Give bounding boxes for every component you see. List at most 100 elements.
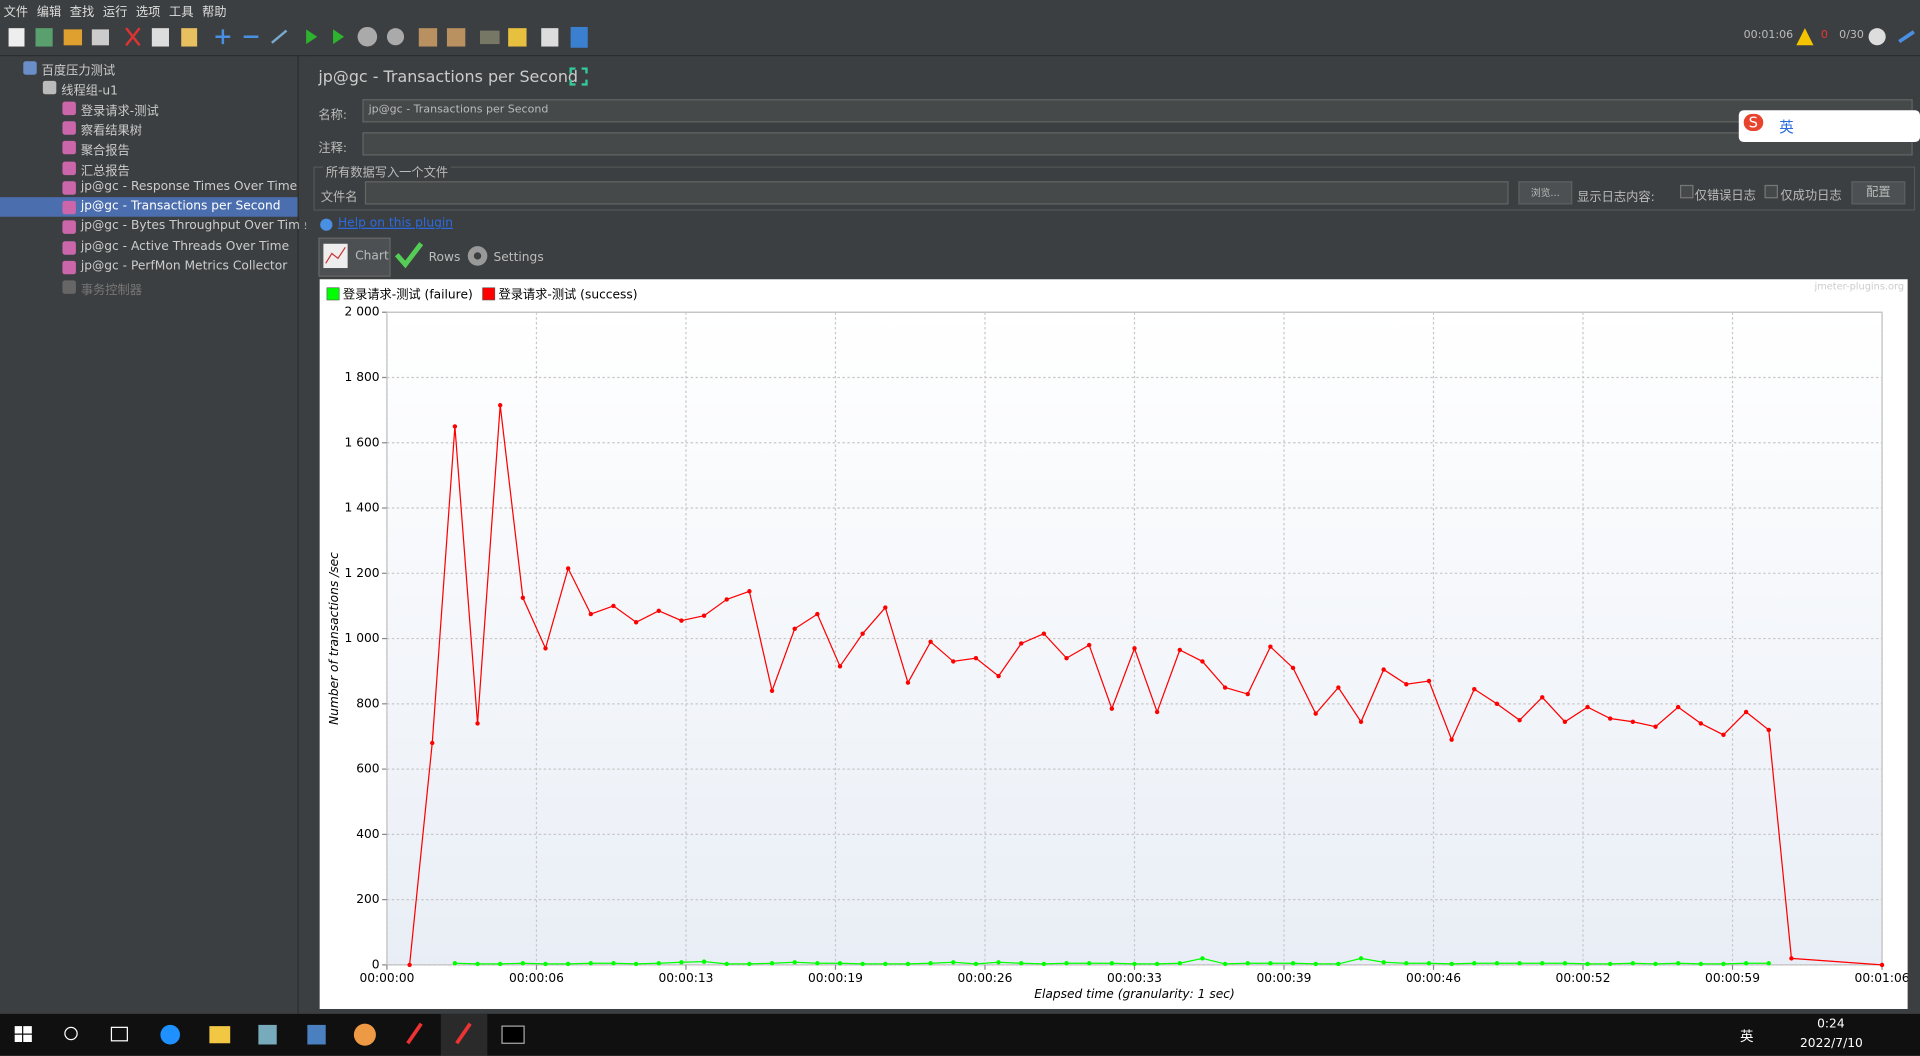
tree-row[interactable]: 察看结果树: [0, 117, 298, 138]
data-point: [1109, 961, 1115, 966]
data-point: [1064, 655, 1069, 661]
browse-button[interactable]: 浏览...: [1518, 181, 1573, 205]
data-point: [1721, 961, 1726, 967]
search-icon[interactable]: [480, 30, 500, 45]
tree-row[interactable]: jp@gc - PerfMon Metrics Collector: [0, 257, 298, 277]
tree-icon: [42, 81, 57, 95]
data-point: [1721, 732, 1726, 738]
stop-icon[interactable]: [357, 26, 378, 47]
settings-tab[interactable]: Settings: [463, 238, 544, 275]
menu-item[interactable]: 文件: [3, 6, 29, 20]
data-point: [1698, 721, 1704, 726]
tree-row[interactable]: 线程组-u1: [0, 78, 298, 98]
data-point: [1630, 961, 1636, 966]
clear-icon[interactable]: [418, 28, 438, 47]
help-icon[interactable]: [570, 26, 588, 48]
paste-icon[interactable]: [181, 28, 198, 47]
data-point: [815, 611, 820, 617]
data-point: [588, 961, 594, 966]
explorer-app[interactable]: [209, 1026, 231, 1044]
chrome-app[interactable]: [353, 1023, 376, 1046]
save-icon[interactable]: [91, 29, 109, 46]
jmeter-app-1[interactable]: [406, 1022, 423, 1045]
expand-icon[interactable]: [215, 29, 231, 45]
comment-input[interactable]: [362, 132, 1913, 156]
errors-checkbox[interactable]: [1680, 184, 1694, 199]
data-point: [1743, 709, 1749, 715]
new-icon[interactable]: [8, 28, 25, 47]
shutdown-icon[interactable]: [386, 28, 405, 46]
menu-item[interactable]: 查找: [69, 6, 95, 20]
tree-row[interactable]: jp@gc - Active Threads Over Time: [0, 237, 298, 257]
clear-all-icon[interactable]: [446, 28, 466, 47]
open-icon[interactable]: [63, 29, 83, 46]
menu-item[interactable]: 编辑: [36, 6, 62, 20]
function-icon[interactable]: [541, 28, 559, 47]
data-point: [792, 960, 797, 965]
chart-tab-label: Chart: [355, 249, 389, 264]
tree-icon: [62, 240, 76, 255]
data-point: [1381, 960, 1386, 965]
splitter[interactable]: [298, 56, 305, 1014]
search-button[interactable]: [64, 1026, 78, 1041]
copy-icon[interactable]: [151, 28, 169, 47]
name-input[interactable]: jp@gc - Transactions per Second: [362, 99, 1913, 123]
menu-item[interactable]: 工具: [168, 6, 194, 20]
tree-row[interactable]: jp@gc - Response Times Over Time: [0, 177, 298, 197]
ime-toolbar[interactable]: S 英: [1738, 110, 1920, 143]
maximize-icon[interactable]: [569, 67, 588, 86]
taskbar-ime[interactable]: 英: [1740, 1028, 1754, 1045]
data-point: [452, 961, 458, 966]
start-icon[interactable]: [306, 29, 318, 45]
tree-label: 汇总报告: [80, 164, 130, 179]
tree-row[interactable]: 百度压力测试: [0, 58, 298, 78]
ie-app[interactable]: [160, 1024, 181, 1045]
tree-row[interactable]: 聚合报告: [0, 137, 298, 158]
help-link[interactable]: Help on this plugin: [337, 216, 454, 231]
errors-only-label: 仅错误日志: [1694, 189, 1756, 204]
success-checkbox[interactable]: [1764, 184, 1778, 199]
tree-row[interactable]: jp@gc - Bytes Throughput Over Time: [0, 217, 308, 237]
data-point: [1585, 961, 1590, 967]
menu-item[interactable]: 运行: [102, 6, 128, 20]
chart-tab[interactable]: Chart: [318, 237, 391, 277]
app-1[interactable]: [258, 1024, 277, 1045]
x-axis-label: Elapsed time (granularity: 1 sec): [1034, 987, 1235, 1001]
data-point: [1245, 691, 1250, 697]
taskbar-icons: [14, 1013, 525, 1056]
menu-item[interactable]: 帮助: [202, 6, 227, 20]
data-point: [1154, 709, 1160, 715]
remote-icons: [1868, 28, 1915, 46]
tree-label: 事务控制器: [80, 284, 143, 298]
data-point: [1653, 961, 1658, 967]
start-no-pause-icon[interactable]: [333, 29, 345, 45]
tree-icon: [62, 121, 76, 135]
tree-icon: [23, 61, 37, 75]
tree-row[interactable]: jp@gc - Transactions per Second: [0, 197, 298, 217]
data-point: [633, 620, 639, 625]
console-app[interactable]: [501, 1025, 525, 1044]
file-input[interactable]: [364, 181, 1509, 205]
jmeter-app-2[interactable]: [455, 1022, 472, 1045]
reset-search-icon[interactable]: [508, 28, 527, 47]
toggle-icon[interactable]: [271, 29, 288, 44]
data-point: [588, 611, 594, 617]
data-point: [1041, 961, 1047, 967]
y-tick-label: 1 600: [345, 435, 380, 449]
data-point: [1132, 646, 1137, 651]
data-point: [1086, 642, 1092, 648]
tree-panel: 百度压力测试 线程组-u1 登录请求-测试 察看结果树 聚合报告 汇总报告 jp@gc - …: [0, 56, 308, 1014]
data-point: [520, 961, 526, 966]
task-view[interactable]: [110, 1026, 128, 1042]
menu-item[interactable]: 选项: [135, 6, 161, 20]
start-button[interactable]: [14, 1026, 32, 1043]
app-2[interactable]: [307, 1024, 326, 1045]
template-icon[interactable]: [35, 28, 53, 47]
configure-button[interactable]: 配置: [1851, 181, 1906, 205]
rows-tab[interactable]: Rows: [392, 238, 460, 275]
cut-icon[interactable]: [125, 27, 141, 47]
tree-row[interactable]: 登录请求-测试: [0, 97, 298, 118]
data-point: [1540, 961, 1545, 966]
tree-row[interactable]: 汇总报告: [0, 157, 298, 179]
tree-row[interactable]: 事务控制器: [0, 277, 298, 298]
